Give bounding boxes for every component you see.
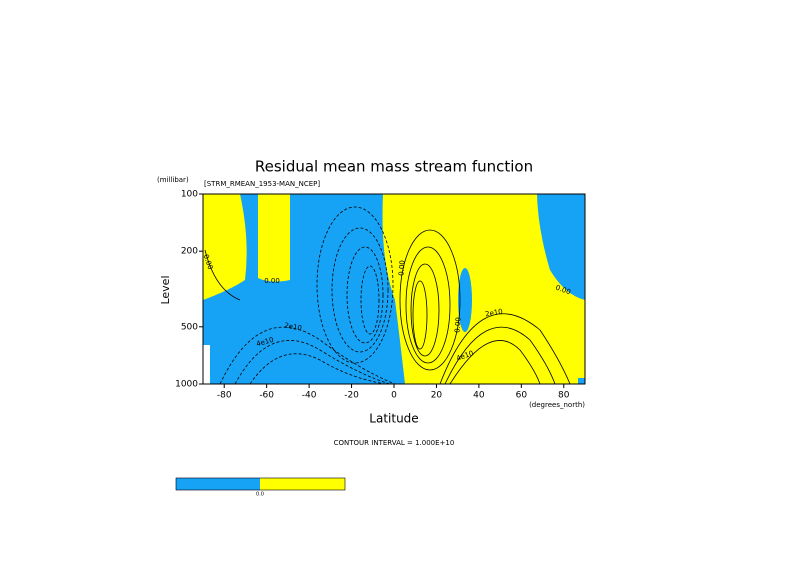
chart-title: Residual mean mass stream function (255, 158, 533, 176)
negative-regions (203, 194, 585, 384)
contour-note: CONTOUR INTERVAL = 1.000E+10 (334, 439, 455, 447)
positive-region (258, 194, 290, 282)
x-tick-label: 40 (473, 391, 485, 401)
y-unit: (millibar) (157, 176, 189, 184)
x-tick-label: -20 (344, 391, 359, 401)
contour-label: 0.00 (453, 317, 462, 333)
missing-region (203, 345, 210, 384)
negative-region (458, 268, 472, 332)
x-tick-label: 0 (391, 391, 397, 401)
y-tick-label: 100 (181, 190, 198, 200)
colorbar-positive (260, 478, 345, 490)
x-tick-label: -80 (217, 391, 232, 401)
x-tick-label: -40 (302, 391, 317, 401)
x-label: Latitude (369, 412, 418, 426)
y-tick-label: 500 (181, 322, 198, 332)
y-tick-label: 1000 (175, 380, 198, 390)
subtitle: [STRM_RMEAN_1953-MAN_NCEP] (204, 180, 320, 188)
plot-area (202, 193, 586, 385)
y-label: Level (159, 275, 172, 304)
contour-label: 0.00 (264, 277, 280, 285)
contour-label: 2e10 (284, 322, 303, 333)
x-tick-label: -60 (259, 391, 274, 401)
colorbar: 0.0 (175, 477, 346, 498)
colorbar-label: 0.0 (256, 492, 264, 498)
colorbar-frame (175, 477, 346, 491)
contour-label: 0.00 (397, 260, 406, 276)
negative-region (537, 194, 585, 300)
x-unit: (degrees_north) (529, 401, 585, 409)
contour-label: 2e10 (485, 308, 504, 319)
colorbar-negative (176, 478, 260, 490)
x-tick-label: 20 (431, 391, 443, 401)
x-tick-label: 60 (516, 391, 528, 401)
contour-lines (204, 206, 571, 385)
negative-region (578, 378, 585, 384)
x-tick-label: 80 (558, 391, 570, 401)
negative-region (203, 194, 405, 384)
y-tick-label: 200 (181, 247, 198, 257)
